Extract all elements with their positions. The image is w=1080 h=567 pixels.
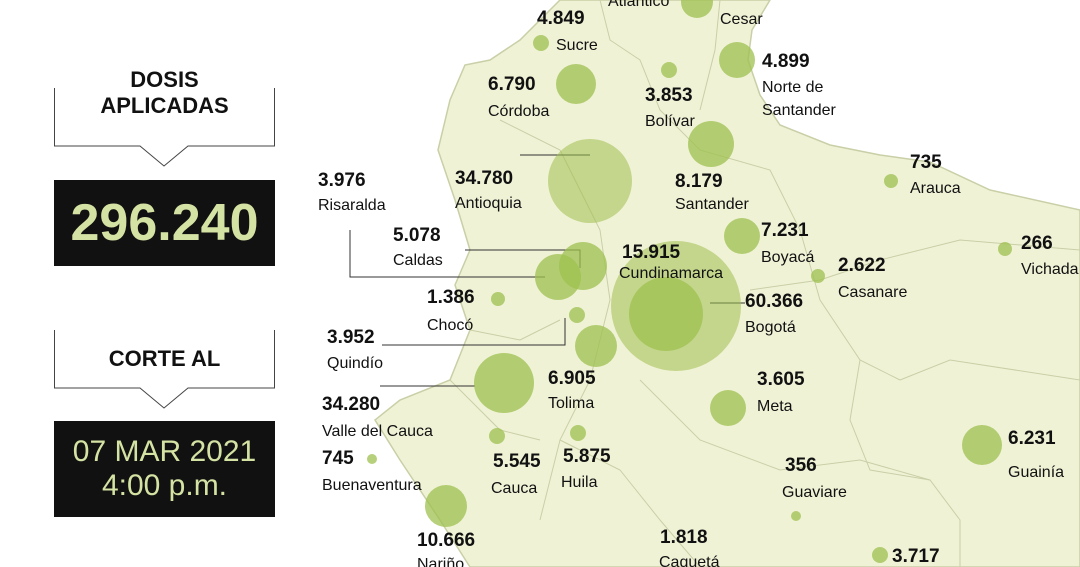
value-label-quindio: 3.952: [327, 327, 375, 348]
bubble-buenaventura: [367, 454, 377, 464]
bubble-cauca: [489, 428, 505, 444]
value-label-cundinamarca: 15.915: [622, 242, 681, 263]
cutoff-time: 4:00 p.m.: [101, 469, 228, 502]
bubble-guaviare: [791, 511, 801, 521]
region-label-boyaca: Boyacá: [761, 249, 814, 266]
bubble-bogota: [629, 277, 703, 351]
bubble-norte-de-santander: [719, 42, 755, 78]
bubble-boyaca: [724, 218, 760, 254]
value-label-bogota: 60.366: [745, 291, 803, 312]
summary-panel: DOSIS APLICADAS 296.240 CORTE AL 07 MAR …: [0, 0, 300, 567]
region-label-bogota: Bogotá: [745, 319, 796, 336]
cutoff-box: 07 MAR 2021 4:00 p.m.: [54, 421, 275, 517]
region-label-cundinamarca: Cundinamarca: [619, 265, 723, 282]
bubble-bolivar: [661, 62, 677, 78]
doses-title-line1: DOSIS: [130, 67, 199, 92]
bubble-guainia: [962, 425, 1002, 465]
value-label-choco: 1.386: [427, 287, 475, 308]
bubbles-layer: [367, 0, 1012, 563]
bubble-cesar: [681, 0, 713, 18]
value-label-caldas: 5.078: [393, 225, 441, 246]
doses-bracket: [54, 88, 275, 167]
value-label-meta: 3.605: [757, 369, 805, 390]
value-label-boyaca: 7.231: [761, 220, 809, 241]
value-label-cauca: 5.545: [493, 451, 541, 472]
doses-total: 296.240: [54, 180, 275, 266]
bubble-antioquia: [548, 139, 632, 223]
bubble-arauca: [884, 174, 898, 188]
region-label-arauca: Arauca: [910, 180, 961, 197]
region-label-sucre: Sucre: [556, 37, 598, 54]
region-label-choco: Chocó: [427, 317, 473, 334]
value-label-cordoba: 6.790: [488, 74, 536, 95]
value-label-tolima: 6.905: [548, 368, 596, 389]
bubble-vichada: [998, 242, 1012, 256]
region-label-valle-del-cauca: Valle del Cauca: [322, 423, 433, 440]
bubble-meta: [710, 390, 746, 426]
region-label-norte-de-santander-line2: Santander: [762, 102, 837, 119]
bubble-santander: [688, 121, 734, 167]
bubble-narino: [425, 485, 467, 527]
region-label-cauca: Cauca: [491, 480, 537, 497]
cutoff-bracket: [54, 330, 275, 409]
region-label-buenaventura: Buenaventura: [322, 477, 422, 494]
region-label-guaviare: Guaviare: [782, 484, 847, 501]
value-label-risaralda: 3.976: [318, 170, 366, 191]
bubble-sucre: [533, 35, 549, 51]
region-label-quindio: Quindío: [327, 355, 383, 372]
region-label-casanare: Casanare: [838, 284, 907, 301]
region-label-risaralda: Risaralda: [318, 197, 386, 214]
region-label-vichada: Vichada: [1021, 261, 1079, 278]
labels-layer: Atlántico Cesar 4.849 Sucre 6.790 Córdoba 3.85…: [318, 0, 1079, 567]
value-label-vaupes: 3.717: [892, 546, 940, 567]
value-label-sucre: 4.849: [537, 8, 585, 29]
bubble-quindio: [569, 307, 585, 323]
cutoff-title: CORTE AL: [108, 346, 221, 371]
region-label-bolivar: Bolívar: [645, 113, 695, 130]
region-label-tolima: Tolima: [548, 395, 594, 412]
region-label-antioquia: Antioquia: [455, 195, 522, 212]
value-label-vichada: 266: [1021, 233, 1053, 254]
doses-title: DOSIS APLICADAS: [54, 67, 275, 119]
value-label-casanare: 2.622: [838, 255, 886, 276]
value-label-antioquia: 34.780: [455, 168, 513, 189]
value-label-valle-del-cauca: 34.280: [322, 394, 380, 415]
value-label-buenaventura: 745: [322, 448, 354, 469]
bubble-huila: [570, 425, 586, 441]
bubble-casanare: [811, 269, 825, 283]
colombia-bubble-map: Atlántico Cesar 4.849 Sucre 6.790 Córdoba 3.85…: [318, 0, 1080, 567]
bubble-cordoba: [556, 64, 596, 104]
region-label-huila: Huila: [561, 474, 598, 491]
bubble-choco: [491, 292, 505, 306]
leader-line: [382, 318, 566, 346]
region-label-atlantico: Atlántico: [608, 0, 669, 10]
region-label-caldas: Caldas: [393, 252, 443, 269]
cutoff-date: 07 MAR 2021: [72, 435, 257, 468]
value-label-huila: 5.875: [563, 446, 611, 467]
value-label-santander: 8.179: [675, 171, 723, 192]
value-label-arauca: 735: [910, 152, 942, 173]
value-label-guaviare: 356: [785, 455, 817, 476]
region-label-santander: Santander: [675, 196, 750, 213]
bubble-valle-del-cauca: [474, 353, 534, 413]
bubble-caldas: [559, 242, 607, 290]
region-label-cordoba: Córdoba: [488, 103, 549, 120]
bubble-vaupes: [872, 547, 888, 563]
value-label-bolivar: 3.853: [645, 85, 693, 106]
region-label-cesar: Cesar: [720, 11, 763, 28]
region-label-narino: Nariño: [417, 556, 464, 567]
region-label-norte-de-santander: Norte de: [762, 79, 823, 96]
doses-title-line2: APLICADAS: [100, 93, 229, 118]
value-label-caqueta: 1.818: [660, 527, 708, 548]
region-label-caqueta: Caquetá: [659, 554, 720, 567]
region-label-meta: Meta: [757, 398, 793, 415]
leader-line: [349, 230, 545, 278]
bubble-tolima: [575, 325, 617, 367]
value-label-guainia: 6.231: [1008, 428, 1056, 449]
region-label-guainia: Guainía: [1008, 464, 1064, 481]
value-label-norte-de-santander: 4.899: [762, 51, 810, 72]
value-label-narino: 10.666: [417, 530, 475, 551]
